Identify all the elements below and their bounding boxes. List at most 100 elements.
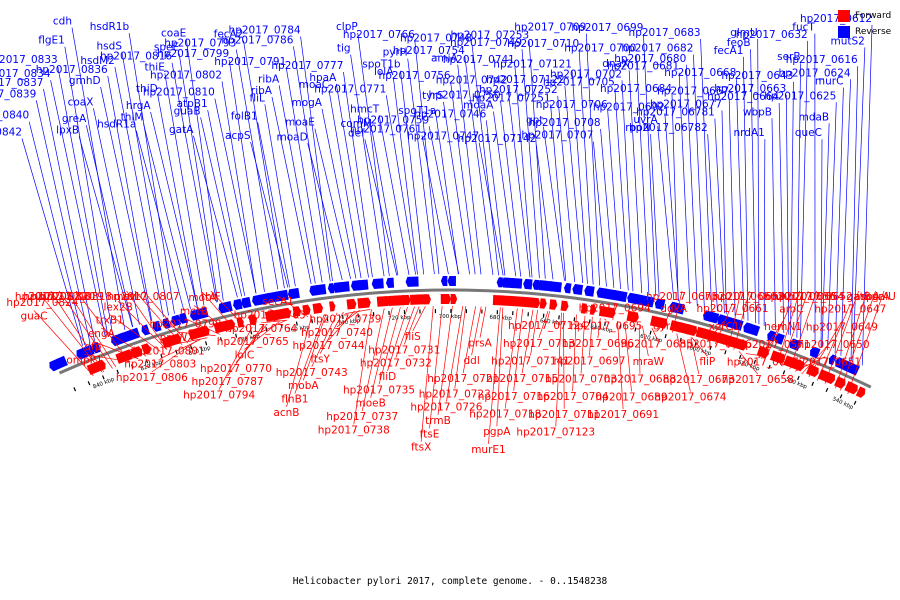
tick-mark [102,375,105,380]
forward-gene-label: fliD [379,371,397,383]
leader-line [210,290,247,329]
forward-gene-arrow [685,324,698,336]
forward-gene-arrow [248,314,258,326]
forward-gene-label: hp2017_0661 [697,303,769,315]
reverse-gene-arrow [56,355,68,368]
leader-line [714,303,733,345]
forward-gene-label: hp2017_0806 [116,372,188,384]
leader-line [271,96,312,284]
leader-line [820,139,823,348]
reverse-gene-label: hp2017_0708 [529,117,601,129]
reverse-gene-label: gmhD [69,75,101,87]
leader-line [521,49,540,279]
forward-gene-arrow [769,350,785,364]
forward-gene-label: hp2017_0807 [107,291,179,303]
forward-gene-label: metL [113,291,140,303]
forward-gene-label: hp2017_0718 [469,409,541,421]
forward-gene-arrow [329,301,336,312]
leader-line [471,44,499,276]
reverse-gene-label: hp2017_0834 [0,68,51,80]
leader-line [676,333,691,392]
reverse-gene-label: moaE [285,117,315,129]
forward-gene-label: hp2017_0688 [604,374,676,386]
forward-gene-arrow [346,298,357,310]
reverse-gene-arrow [496,277,503,288]
leader-line [513,308,524,391]
reverse-gene-label: hsdR1b [90,21,130,33]
reverse-gene-label: hp2017_0784 [229,25,301,37]
leader-line [421,135,449,275]
leader-line [328,310,355,341]
forward-gene-label: hp2017_0794 [183,389,255,401]
forward-gene-arrow [97,359,106,371]
reverse-gene-label: hp2017_0771 [314,83,386,95]
forward-gene-label: hp2017_0822 [15,291,87,303]
tick-mark [588,319,591,324]
leader-line [750,49,757,324]
reverse-gene-label: hp2017_0668 [664,67,736,79]
forward-gene-arrow [539,298,547,309]
reverse-gene-label: ribA [258,73,280,85]
reverse-gene-arrow [707,311,720,324]
forward-gene-label: hp2017_0703 [545,373,617,385]
forward-gene-arrow [450,294,458,305]
reverse-gene-label: moaD [277,131,308,143]
leader-line [393,78,418,275]
leader-line [353,309,372,425]
reverse-gene-label: hp2017_0709 [514,22,586,34]
forward-gene-label: motB [180,305,208,317]
leader-line [693,54,705,308]
forward-gene-label: hp2017_0691 [587,409,659,421]
leader-line [395,306,415,358]
leader-line [300,36,333,282]
leader-line [706,338,716,342]
reverse-gene-arrow [775,333,785,345]
leader-line [671,94,679,302]
forward-gene-label: fliP [699,356,715,368]
reverse-gene-arrow [641,295,655,308]
leader-line [642,325,649,357]
leader-line [100,86,152,321]
tick-mark [839,394,843,399]
reverse-gene-label: hp2017_0707 [521,130,593,142]
forward-gene-arrow [423,294,431,305]
leader-line [221,81,257,294]
reverse-gene-label: hp2017_0799 [157,48,229,60]
leader-line [126,290,168,350]
reverse-gene-label: serB [777,51,800,63]
forward-gene-label: aspA [854,291,881,303]
forward-gene-label: hp2017_0820 [23,291,95,303]
leader-line [778,103,785,333]
leader-line [743,56,749,321]
leader-line [600,129,615,288]
forward-gene-label: hp2017_0689 [596,391,668,403]
forward-gene-label: hp2017_0656 [764,291,836,303]
leader-line [387,306,408,372]
forward-gene-label: thiF [201,291,221,303]
tick-mark [634,327,637,332]
tick-mark [649,330,652,335]
leader-line [638,325,641,374]
reverse-gene-label: hp2017_0699 [571,22,643,34]
forward-gene-label: hp2017_0763 [234,309,306,321]
leader-line [624,322,632,392]
legend-label: Reverse [855,27,892,37]
reverse-gene-label: mogA [291,97,322,109]
reverse-gene-label: atpB1 [177,98,208,110]
forward-gene-arrow [123,349,133,362]
leader-line [92,340,139,360]
tick-mark [265,327,268,332]
leader-line [78,136,133,328]
forward-gene-label: hp2017_0744 [293,340,365,352]
leader-line [177,331,216,336]
forward-gene-arrow [739,339,747,351]
forward-gene-label: hp2017_0731 [368,344,440,356]
forward-gene-label: hp2017_0735 [343,384,415,396]
forward-gene-label: hp2017_0723 [419,388,491,400]
forward-gene-arrow [560,300,569,312]
leader-line [745,353,767,357]
leader-line [661,302,674,331]
forward-gene-label: hp2017_0798 [149,319,221,331]
leader-line [357,32,390,276]
reverse-gene-label: hp2017_0754 [393,45,465,57]
